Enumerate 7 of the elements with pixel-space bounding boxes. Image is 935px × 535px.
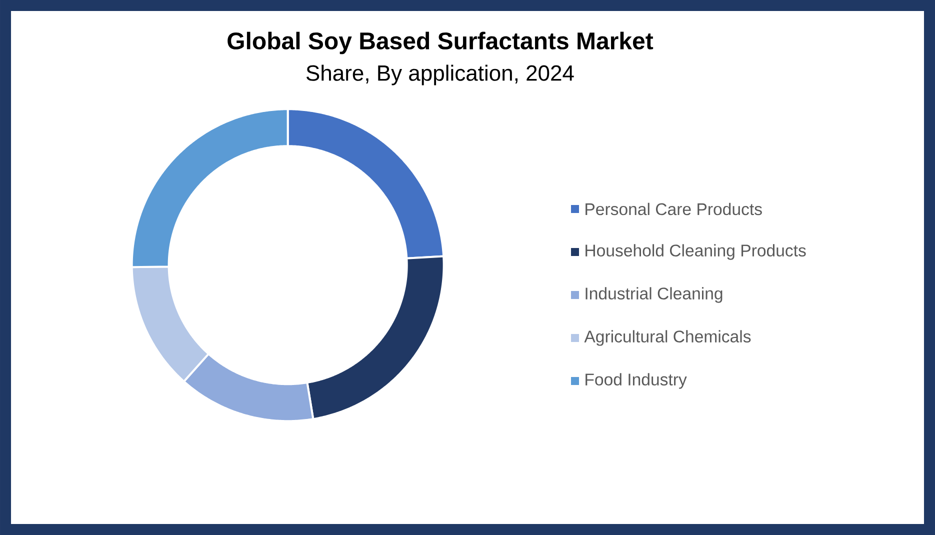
legend-label: Agricultural Chemicals [584, 330, 751, 346]
legend-label: Industrial Cleaning [586, 287, 722, 303]
legend-label: Household Cleaning Products [586, 244, 806, 260]
chart-subtitle: Share, By application, 2024 [306, 64, 574, 86]
legend-label: Food Industry [586, 373, 687, 389]
chart-title: Global Soy Based Surfactants Market [228, 32, 654, 54]
legend-label: Personal Care Products [586, 202, 762, 216]
